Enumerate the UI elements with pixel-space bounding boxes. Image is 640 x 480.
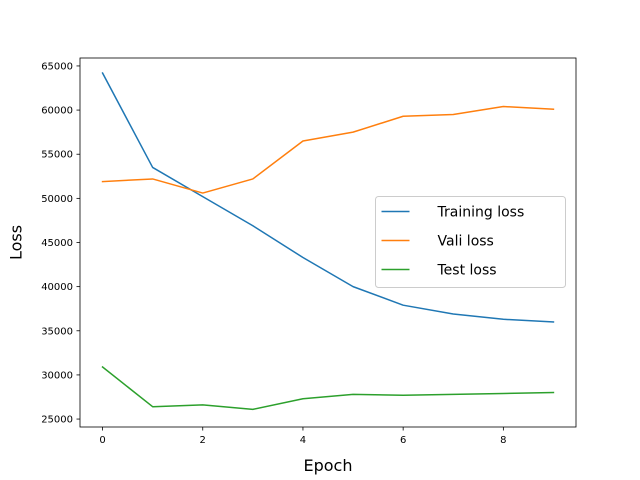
y-tick-label: 45000 (41, 238, 73, 249)
legend-label: Test loss (437, 263, 497, 279)
y-tick-label: 25000 (41, 415, 73, 426)
x-tick-label: 4 (300, 435, 306, 446)
series-line-2 (101, 105, 555, 194)
legend-label: Training loss (437, 205, 525, 221)
legend-label: Vali loss (438, 234, 494, 250)
series-layer (101, 71, 555, 411)
y-axis: 25000 30000 35000 40000 45000 50000 55000 60000… (41, 61, 80, 426)
x-tick-label: 0 (99, 435, 105, 446)
legend: Training loss Vali loss Test loss (375, 196, 566, 288)
x-axis-label: Epoch (304, 456, 353, 475)
series-line-3 (101, 365, 555, 411)
x-tick-label: 2 (200, 435, 206, 446)
x-tick-label: 6 (400, 435, 406, 446)
y-tick-label: 60000 (41, 106, 73, 117)
y-tick-label: 40000 (41, 282, 73, 293)
x-axis: 0 2 4 6 8 (99, 427, 507, 446)
y-tick-label: 50000 (41, 194, 73, 205)
y-tick-label: 65000 (41, 61, 73, 72)
legend-box (375, 196, 566, 288)
y-tick-label: 55000 (41, 150, 73, 161)
y-axis-label: Loss (7, 225, 26, 260)
y-tick-label: 30000 (41, 370, 73, 381)
x-tick-label: 8 (500, 435, 506, 446)
series-line-1 (101, 71, 555, 323)
y-tick-label: 35000 (41, 326, 73, 337)
